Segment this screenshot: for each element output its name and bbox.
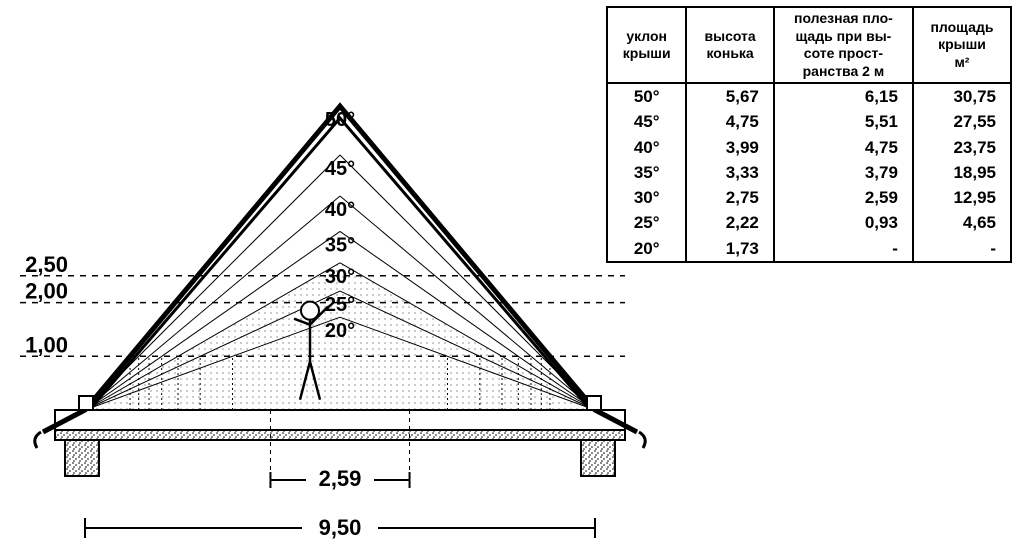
cell-ridge_h: 2,75 — [686, 185, 774, 210]
cell-roof_area: 18,95 — [913, 160, 1011, 185]
wall-plate — [587, 396, 601, 410]
cell-roof_area: - — [913, 236, 1011, 262]
cell-slope: 40° — [607, 135, 686, 160]
cell-roof_area: 12,95 — [913, 185, 1011, 210]
cell-slope: 25° — [607, 210, 686, 235]
cell-ridge_h: 3,99 — [686, 135, 774, 160]
floor-slab — [55, 410, 625, 430]
cell-usable_area: 4,75 — [774, 135, 913, 160]
cell-usable_area: 6,15 — [774, 83, 913, 109]
cell-slope: 45° — [607, 109, 686, 134]
angle-label-35: 35° — [325, 234, 355, 256]
cell-slope: 30° — [607, 185, 686, 210]
cell-ridge_h: 5,67 — [686, 83, 774, 109]
col-slope: уклонкрыши — [607, 7, 686, 83]
height-label: 2,00 — [25, 279, 68, 304]
col-ridge_h: высотаконька — [686, 7, 774, 83]
cell-roof_area: 4,65 — [913, 210, 1011, 235]
cell-usable_area: 3,79 — [774, 160, 913, 185]
cell-roof_area: 23,75 — [913, 135, 1011, 160]
angle-label-45: 45° — [325, 158, 355, 180]
roof-spec-table: уклонкрышивысотаконькаполезная пло-щадь … — [606, 6, 1012, 263]
cell-usable_area: 2,59 — [774, 185, 913, 210]
cell-slope: 50° — [607, 83, 686, 109]
gutter-right — [639, 432, 645, 448]
table-row: 50°5,676,1530,75 — [607, 83, 1011, 109]
cell-roof_area: 30,75 — [913, 83, 1011, 109]
pier — [581, 440, 615, 476]
cell-slope: 35° — [607, 160, 686, 185]
pier — [65, 440, 99, 476]
dim-span-label: 9,50 — [319, 515, 362, 540]
table-row: 35°3,333,7918,95 — [607, 160, 1011, 185]
dim-usable-label: 2,59 — [319, 466, 362, 491]
height-label: 1,00 — [25, 332, 68, 357]
cell-roof_area: 27,55 — [913, 109, 1011, 134]
cell-ridge_h: 3,33 — [686, 160, 774, 185]
wall-plate — [79, 396, 93, 410]
table-row: 20°1,73-- — [607, 236, 1011, 262]
height-label: 2,50 — [25, 252, 68, 277]
table-row: 25°2,220,934,65 — [607, 210, 1011, 235]
gutter-left — [35, 432, 41, 448]
table-row: 30°2,752,5912,95 — [607, 185, 1011, 210]
cell-usable_area: 5,51 — [774, 109, 913, 134]
cell-ridge_h: 1,73 — [686, 236, 774, 262]
cell-slope: 20° — [607, 236, 686, 262]
table-row: 40°3,994,7523,75 — [607, 135, 1011, 160]
cell-ridge_h: 2,22 — [686, 210, 774, 235]
table-row: 45°4,755,5127,55 — [607, 109, 1011, 134]
cell-ridge_h: 4,75 — [686, 109, 774, 134]
col-roof_area: площадькрышим² — [913, 7, 1011, 83]
angle-label-40: 40° — [325, 199, 355, 221]
cell-usable_area: - — [774, 236, 913, 262]
cell-usable_area: 0,93 — [774, 210, 913, 235]
shaded-attic — [85, 263, 595, 410]
col-usable_area: полезная пло-щадь при вы-соте прост-ранс… — [774, 7, 913, 83]
